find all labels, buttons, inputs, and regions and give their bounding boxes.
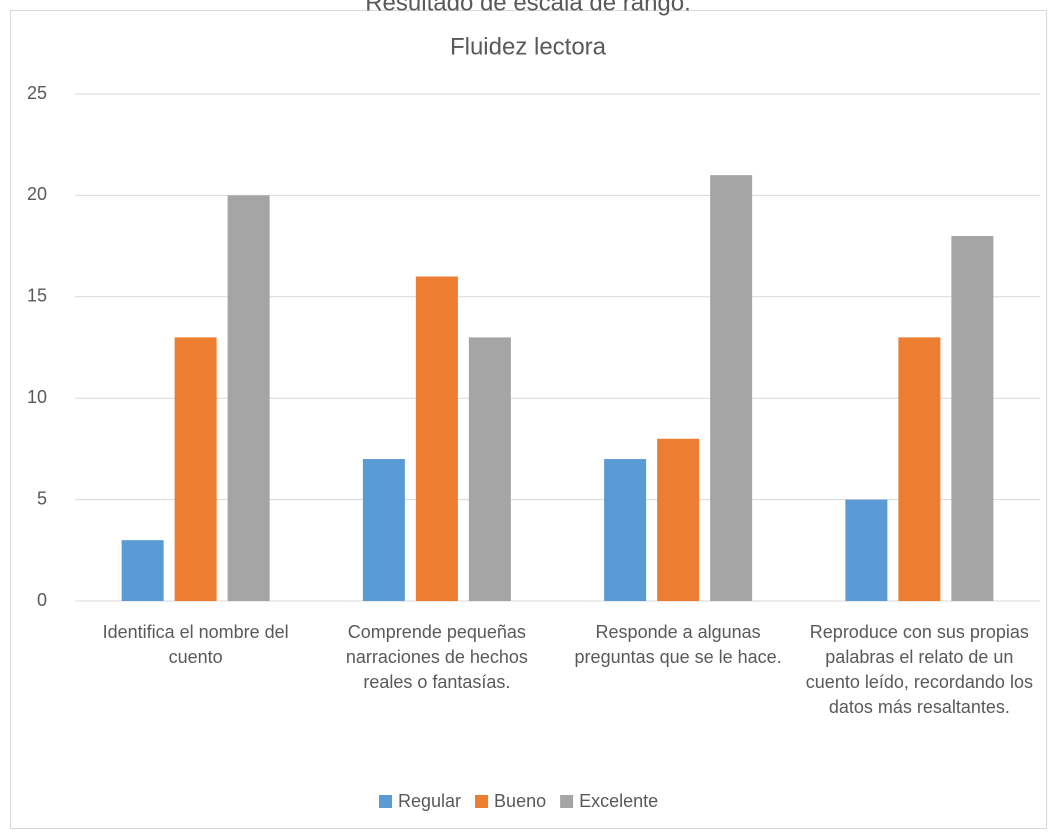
bar: [468, 337, 511, 601]
y-tick-label: 25: [27, 83, 47, 103]
x-tick-label: Comprende pequeñas narraciones de hechos…: [345, 622, 528, 692]
bar: [227, 195, 270, 601]
y-tick-label: 15: [27, 286, 47, 306]
legend-label: Excelente: [579, 791, 658, 811]
y-tick-label: 10: [27, 387, 47, 407]
bar: [710, 175, 753, 601]
y-tick-label: 5: [37, 488, 47, 508]
y-tick-label: 20: [27, 184, 47, 204]
bar: [657, 438, 700, 601]
chart-supertitle: Resultado de escala de rango.: [365, 0, 691, 16]
legend-label: Regular: [398, 791, 461, 811]
chart-title: Fluidez lectora: [450, 33, 607, 60]
legend-swatch: [475, 795, 489, 808]
bar: [362, 459, 405, 601]
x-tick-label: Identifica el nombre del cuento: [102, 622, 289, 667]
bar: [898, 337, 941, 601]
x-tick-label: Responde a algunas preguntas que se le h…: [574, 622, 782, 667]
y-tick-label: 0: [37, 590, 47, 610]
bar: [845, 499, 888, 601]
bar: [604, 459, 647, 601]
x-tick-label: Reproduce con sus propias palabras el re…: [805, 622, 1033, 717]
legend-label: Bueno: [494, 791, 546, 811]
bar: [174, 337, 217, 601]
bar: [415, 276, 458, 601]
bar: [121, 540, 164, 601]
bar: [951, 235, 994, 601]
legend-swatch: [379, 795, 392, 808]
legend-swatch: [560, 795, 574, 808]
